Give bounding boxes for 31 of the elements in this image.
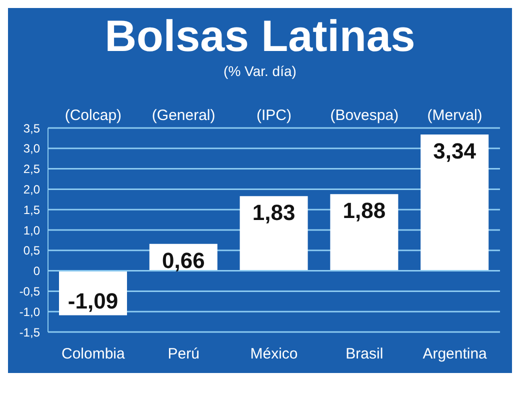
data-label: -1,09 bbox=[68, 288, 118, 314]
y-tick-label: 1,0 bbox=[23, 223, 40, 238]
y-tick-label: 0 bbox=[33, 264, 40, 278]
chart-subtitle: (% Var. día) bbox=[222, 62, 298, 80]
y-tick-label: 3,0 bbox=[23, 142, 40, 156]
x-tick-label: México bbox=[250, 346, 298, 363]
x-tick-label: Colombia bbox=[62, 346, 126, 363]
text: (General) bbox=[152, 107, 216, 124]
chart-title: Bolsas Latinas bbox=[104, 11, 416, 62]
data-label: 0,66 bbox=[162, 248, 205, 273]
data-label: 1,88 bbox=[342, 198, 386, 224]
x-tick-label: Brasil bbox=[346, 346, 384, 363]
text: (IPC) bbox=[256, 107, 292, 124]
text: (Colcap) bbox=[64, 107, 122, 124]
data-label: 3,34 bbox=[433, 138, 477, 164]
y-tick-label: 2,0 bbox=[23, 182, 40, 196]
y-tick-label: 1,5 bbox=[23, 202, 40, 217]
bar bbox=[240, 196, 308, 271]
x-tick-label: Perú bbox=[168, 346, 200, 363]
text: (Merval) bbox=[427, 107, 482, 124]
x-tick-label: Argentina bbox=[422, 346, 488, 363]
y-tick-label: 0,5 bbox=[23, 244, 40, 258]
y-tick-label: 3,5 bbox=[23, 121, 40, 136]
y-tick-label: -1,0 bbox=[19, 304, 40, 319]
bar bbox=[330, 194, 398, 271]
data-label: 1,83 bbox=[252, 200, 296, 226]
y-tick-label: -0,5 bbox=[19, 284, 40, 298]
y-tick-label: 2,5 bbox=[23, 162, 40, 176]
text: (Bovespa) bbox=[330, 107, 399, 124]
bar bbox=[420, 134, 489, 271]
y-tick-label: -1,5 bbox=[19, 325, 40, 340]
